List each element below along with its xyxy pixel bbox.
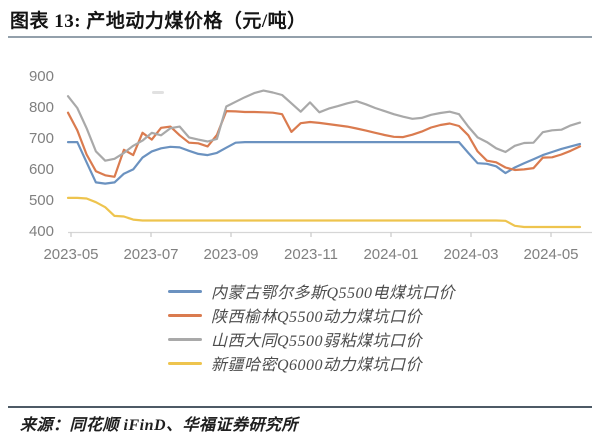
legend-label: 内蒙古鄂尔多斯Q5500电煤坑口价: [211, 285, 456, 302]
legend-item: 新疆哈密Q6000动力煤坑口价: [168, 351, 455, 375]
y-axis-tick-label: 700: [28, 130, 54, 147]
legend-item: 陕西榆林Q5500动力煤坑口价: [168, 303, 455, 327]
legend-item: 山西大同Q5500弱粘煤坑口价: [168, 327, 455, 351]
series-line: [66, 141, 582, 185]
x-axis-tick-label: 2024-01: [363, 246, 419, 263]
legend-line-swatch: [168, 289, 202, 293]
series-line: [66, 196, 582, 229]
legend-label: 山西大同Q5500弱粘煤坑口价: [211, 333, 423, 350]
series-line: [66, 89, 582, 162]
y-axis-tick-label: 900: [28, 68, 54, 85]
legend-item: 内蒙古鄂尔多斯Q5500电煤坑口价: [168, 279, 455, 303]
legend-label: 陕西榆林Q5500动力煤坑口价: [211, 309, 423, 326]
legend-label: 新疆哈密Q6000动力煤坑口价: [211, 357, 423, 374]
chart-legend: 内蒙古鄂尔多斯Q5500电煤坑口价 陕西榆林Q5500动力煤坑口价 山西大同Q550…: [168, 279, 455, 375]
y-axis-tick-label: 600: [28, 161, 54, 178]
x-axis-tick-label: 2023-09: [203, 246, 259, 263]
y-axis-tick-label: 500: [28, 192, 54, 209]
x-axis-tick-label: 2024-05: [523, 246, 579, 263]
figure-title: 图表 13: 产地动力煤价格（元/吨）: [10, 11, 307, 32]
y-axis-tick-label: 800: [28, 99, 54, 116]
chart-plot-canvas: [66, 89, 592, 237]
legend-line-swatch: [168, 361, 202, 365]
legend-line-swatch: [168, 313, 202, 317]
y-axis-tick-label: 400: [28, 223, 54, 240]
print-artifact: [152, 91, 164, 94]
series-line: [66, 109, 582, 178]
source-divider: [8, 406, 592, 408]
legend-line-swatch: [168, 337, 202, 341]
x-axis-tick-label: 2023-05: [43, 246, 99, 263]
source-text: 来源：同花顺 iFinD、华福证券研究所: [20, 417, 299, 434]
x-axis-tick-label: 2024-03: [443, 246, 499, 263]
title-divider: [8, 36, 592, 38]
x-axis-tick-label: 2023-07: [123, 246, 179, 263]
x-axis-tick-label: 2023-11: [284, 246, 338, 263]
coal-price-line-chart: 400 500 600 700 800 900 2023-05 2023-07 2023-09…: [0, 44, 600, 394]
